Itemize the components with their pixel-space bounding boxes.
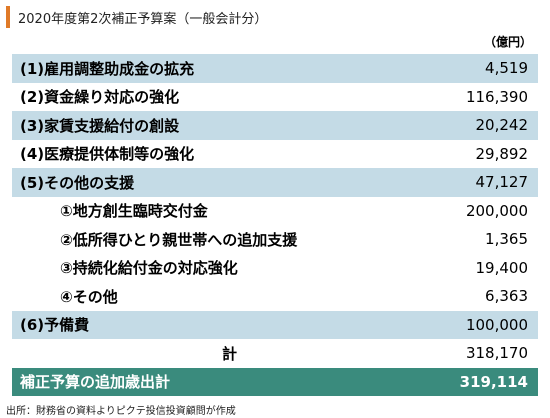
row-label: (6)予備費	[12, 310, 425, 339]
row-value: 19,400	[475, 258, 529, 277]
table-row: ①地方創生臨時交付金 200,000	[12, 197, 538, 226]
table-row: (6)予備費 100,000	[12, 310, 538, 339]
row-value: 319,114	[424, 367, 538, 396]
row-label: 計	[222, 344, 238, 363]
row-value: 6,363	[485, 287, 528, 306]
row-label: 補正予算の追加歳出計	[12, 367, 425, 396]
row-label: ①地方創生臨時交付金	[60, 202, 208, 221]
row-label: (1)雇用調整助成金の拡充	[12, 54, 425, 83]
table-row: (1)雇用調整助成金の拡充 4,519	[12, 54, 538, 83]
row-value: 200,000	[465, 201, 528, 220]
title-accent-bar	[6, 6, 10, 28]
row-value: 100,000	[424, 310, 538, 339]
row-value: 116,390	[465, 87, 528, 106]
row-label: (3)家賃支援給付の創設	[12, 111, 425, 140]
row-value: 1,365	[485, 230, 528, 249]
row-label: (4)医療提供体制等の強化	[20, 145, 195, 164]
row-label: ④その他	[60, 287, 118, 306]
row-value: 318,170	[465, 344, 528, 363]
table-row: ②低所得ひとり親世帯への追加支援 1,365	[12, 225, 538, 254]
table-row: (3)家賃支援給付の創設 20,242	[12, 111, 538, 140]
page-title: 2020年度第2次補正予算案（一般会計分）	[18, 11, 268, 27]
table-row: (5)その他の支援 47,127	[12, 168, 538, 197]
row-label: ③持続化給付金の対応強化	[60, 259, 238, 278]
title-block: 2020年度第2次補正予算案（一般会計分）	[6, 4, 267, 30]
table-row: ④その他 6,363	[12, 282, 538, 311]
budget-table: (1)雇用調整助成金の拡充 4,519 (2)資金繰り対応の強化 116,390…	[12, 54, 538, 396]
table-row: (2)資金繰り対応の強化 116,390	[12, 83, 538, 112]
subtotal-row: 計 318,170	[12, 339, 538, 368]
row-value: 47,127	[424, 168, 538, 197]
table-row: (4)医療提供体制等の強化 29,892	[12, 140, 538, 169]
grand-total-row: 補正予算の追加歳出計 319,114	[12, 367, 538, 396]
row-value: 4,519	[424, 54, 538, 83]
row-value: 20,242	[424, 111, 538, 140]
row-label: (2)資金繰り対応の強化	[20, 88, 180, 107]
table-row: ③持続化給付金の対応強化 19,400	[12, 254, 538, 283]
row-label: ②低所得ひとり親世帯への追加支援	[60, 230, 298, 249]
row-label: (5)その他の支援	[12, 168, 425, 197]
unit-label: （億円）	[483, 35, 532, 49]
source-note: 出所：財務省の資料よりピクテ投信投資顧問が作成	[6, 406, 236, 417]
row-value: 29,892	[475, 144, 529, 163]
